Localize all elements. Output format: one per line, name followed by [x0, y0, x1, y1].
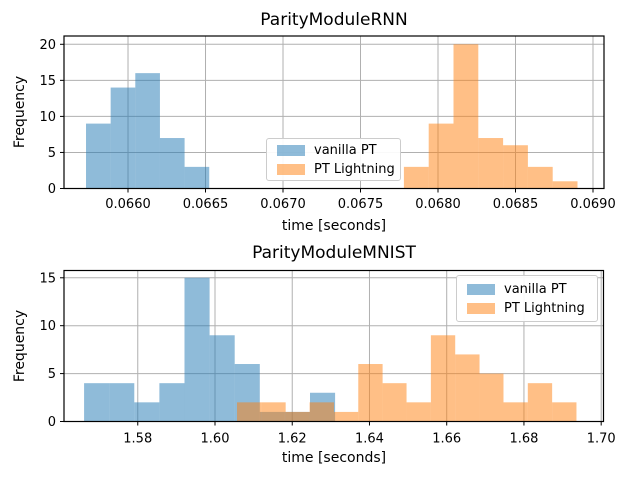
- histogram-bar: [109, 383, 135, 422]
- y-tick-label: 15: [39, 271, 56, 286]
- histogram-bar: [134, 402, 160, 422]
- histogram-bar: [184, 277, 210, 422]
- x-tick-label: 1.58: [123, 432, 152, 447]
- x-tick-label: 1.60: [201, 432, 230, 447]
- ticks: [60, 43, 594, 193]
- ticks: [60, 277, 602, 426]
- legend-entry-pt-lightning: PT Lightning: [277, 163, 395, 176]
- y-tick-label: 5: [48, 146, 56, 161]
- histogram-bar: [261, 402, 286, 422]
- series-vanilla-pt: [86, 73, 210, 189]
- legend-swatch-vanilla-pt: [277, 144, 305, 156]
- legend-label-pt-lightning: PT Lightning: [504, 300, 585, 316]
- series-vanilla-pt: [84, 277, 336, 422]
- histogram-bar: [237, 402, 262, 422]
- series-pt-lightning: [403, 44, 578, 189]
- histogram-bar: [382, 383, 407, 422]
- tick-labels: 0.0660 0.0665 0.0670 0.0675 0.0680 0.0685 0.06…: [39, 38, 615, 212]
- histogram-bar: [503, 145, 528, 189]
- legend-rnn: vanilla PT PT Lightning: [266, 138, 401, 181]
- histogram-bar: [135, 73, 160, 189]
- histogram-bar: [159, 138, 185, 189]
- y-tick-label: 20: [39, 38, 56, 53]
- axes-frame: [63, 269, 605, 423]
- histogram-bar: [428, 123, 454, 189]
- x-tick-label: 1.66: [432, 432, 461, 447]
- x-tick-label: 1.64: [355, 432, 384, 447]
- histogram-bar: [527, 166, 553, 189]
- legend-swatch-vanilla-pt: [467, 283, 495, 295]
- x-tick-label: 0.0690: [570, 197, 616, 212]
- tick-labels: 1.58 1.60 1.62 1.64 1.66 1.68 1.70 0 5 10 15: [39, 271, 615, 446]
- chart-title-mnist: ParityModuleMNIST: [252, 243, 416, 263]
- legend-mnist: vanilla PT PT Lightning: [456, 275, 598, 322]
- legend-label-vanilla-pt: vanilla PT: [504, 281, 567, 297]
- histogram-bar: [455, 354, 480, 422]
- histogram-bar: [403, 166, 429, 189]
- histogram-bar: [110, 87, 136, 189]
- legend-label-pt-lightning: PT Lightning: [314, 161, 395, 177]
- histogram-bar: [86, 123, 111, 189]
- y-tick-label: 0: [48, 182, 56, 197]
- x-tick-label: 0.0685: [493, 197, 539, 212]
- x-axis-label-rnn: time [seconds]: [281, 218, 387, 234]
- histogram-bar: [552, 181, 578, 189]
- x-tick-label: 0.0660: [105, 197, 151, 212]
- x-tick-label: 0.0665: [183, 197, 229, 212]
- histogram-bar: [84, 383, 110, 422]
- axes-1: 1.58 1.60 1.62 1.64 1.66 1.68 1.70 0 5 10 15: [39, 269, 616, 447]
- x-axis-label-mnist: time [seconds]: [281, 450, 387, 466]
- axes-0: 0.0660 0.0665 0.0670 0.0675 0.0680 0.0685 0.06…: [39, 35, 616, 212]
- x-tick-label: 1.62: [278, 432, 307, 447]
- x-tick-label: 0.0680: [415, 197, 461, 212]
- histogram-bar: [285, 411, 310, 422]
- histogram-bar: [309, 402, 334, 422]
- y-tick-label: 15: [39, 74, 56, 89]
- histogram-bar: [159, 383, 185, 422]
- axes-frame: [63, 35, 605, 190]
- x-tick-label: 0.0675: [338, 197, 384, 212]
- legend-entry-vanilla-pt: vanilla PT: [467, 283, 587, 296]
- series-pt-lightning: [237, 335, 577, 422]
- histogram-bar: [406, 402, 431, 422]
- y-tick-label: 10: [39, 110, 56, 125]
- histogram-bar: [430, 335, 456, 422]
- histogram-bar: [478, 138, 504, 189]
- y-tick-label: 10: [39, 319, 56, 334]
- legend-swatch-pt-lightning: [277, 163, 305, 175]
- x-tick-label: 1.68: [509, 432, 538, 447]
- y-tick-label: 0: [48, 415, 56, 430]
- histogram-bar: [358, 364, 383, 422]
- histogram-bar: [527, 383, 553, 422]
- y-axis-label-mnist: Frequency: [12, 309, 28, 383]
- y-tick-label: 5: [48, 367, 56, 382]
- histogram-bar: [453, 44, 479, 189]
- histogram-bar: [552, 402, 577, 422]
- histogram-bar: [333, 411, 359, 422]
- legend-label-vanilla-pt: vanilla PT: [314, 142, 377, 158]
- legend-swatch-pt-lightning: [467, 302, 495, 314]
- x-tick-label: 0.0670: [260, 197, 306, 212]
- histogram-bar: [184, 166, 210, 189]
- legend-entry-pt-lightning: PT Lightning: [467, 302, 587, 315]
- legend-entry-vanilla-pt: vanilla PT: [277, 144, 390, 157]
- y-axis-label-rnn: Frequency: [12, 75, 28, 149]
- histogram-bar: [479, 373, 504, 422]
- histogram-bar: [209, 335, 235, 422]
- chart-title-rnn: ParityModuleRNN: [260, 10, 408, 30]
- histogram-bar: [503, 402, 528, 422]
- x-tick-label: 1.70: [587, 432, 616, 447]
